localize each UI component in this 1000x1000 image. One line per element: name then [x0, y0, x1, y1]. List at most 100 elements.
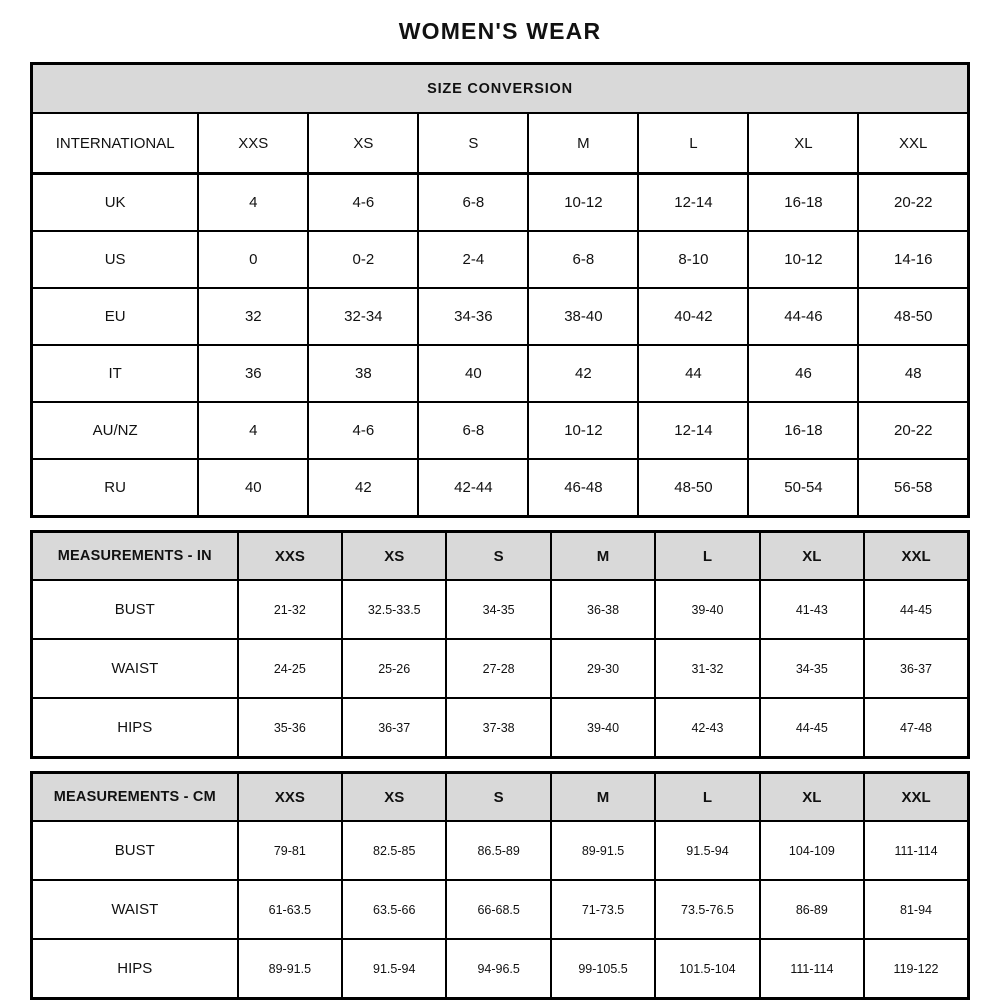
cell-hips-cm-xxl: 119-122: [863, 938, 970, 1000]
cell-hips-cm-m: 99-105.5: [549, 938, 657, 1000]
table-row-waist-in: WAIST 24-25 25-26 27-28 29-30 31-32 34-3…: [30, 638, 970, 699]
column-header-l: L: [637, 112, 750, 175]
cell-it-xs: 38: [307, 344, 420, 403]
cell-uk-xs: 4-6: [307, 172, 420, 232]
cell-hips-in-xl: 44-45: [758, 697, 866, 759]
cell-eu-l: 40-42: [637, 287, 750, 346]
cell-bust-in-xl: 41-43: [758, 579, 866, 640]
cell-hips-cm-l: 101.5-104: [654, 938, 761, 1000]
row-label-ru: RU: [30, 458, 200, 518]
cell-hips-in-l: 42-43: [654, 697, 761, 759]
cell-hips-in-m: 39-40: [549, 697, 657, 759]
cell-aunz-xxl: 20-22: [857, 401, 970, 460]
cell-waist-cm-s: 66-68.5: [445, 879, 552, 940]
cell-aunz-l: 12-14: [637, 401, 750, 460]
column-header-xs: XS: [307, 112, 420, 175]
table-row-hips-in: HIPS 35-36 36-37 37-38 39-40 42-43 44-45…: [30, 697, 970, 759]
cell-hips-cm-xxs: 89-91.5: [236, 938, 344, 1000]
cell-aunz-m: 10-12: [527, 401, 640, 460]
row-label-uk: UK: [30, 172, 200, 232]
cell-eu-m: 38-40: [527, 287, 640, 346]
cell-bust-in-xxs: 21-32: [236, 579, 344, 640]
in-size-header-m: M: [549, 530, 657, 581]
cell-it-xxs: 36: [197, 344, 310, 403]
table-row-aunz: AU/NZ 4 4-6 6-8 10-12 12-14 16-18 20-22: [30, 401, 970, 460]
measurements-cm-table: MEASUREMENTS - CM XXS XS S M L XL XXL BU…: [30, 771, 970, 1000]
cell-bust-in-l: 39-40: [654, 579, 761, 640]
cell-eu-s: 34-36: [417, 287, 530, 346]
cell-aunz-s: 6-8: [417, 401, 530, 460]
table-row-waist-cm: WAIST 61-63.5 63.5-66 66-68.5 71-73.5 73…: [30, 879, 970, 940]
cell-uk-l: 12-14: [637, 172, 750, 232]
cell-us-m: 6-8: [527, 230, 640, 289]
cell-waist-cm-m: 71-73.5: [549, 879, 657, 940]
measurements-in-table: MEASUREMENTS - IN XXS XS S M L XL XXL BU…: [30, 530, 970, 759]
column-header-s: S: [417, 112, 530, 175]
cell-ru-xxl: 56-58: [857, 458, 970, 518]
page-title: WOMEN'S WEAR: [398, 18, 602, 44]
column-header-xxs: XXS: [197, 112, 310, 175]
table-row-ru: RU 40 42 42-44 46-48 48-50 50-54 56-58: [30, 458, 970, 518]
size-conversion-columns-row: INTERNATIONAL XXS XS S M L XL XXL: [30, 112, 970, 175]
size-conversion-table: SIZE CONVERSION INTERNATIONAL XXS XS S M…: [30, 62, 970, 518]
cell-waist-cm-xxs: 61-63.5: [236, 879, 344, 940]
row-label-waist-cm: WAIST: [30, 879, 239, 940]
cell-bust-in-xxl: 44-45: [863, 579, 970, 640]
cell-bust-cm-xl: 104-109: [758, 820, 866, 881]
cm-size-header-m: M: [549, 771, 657, 822]
cell-uk-s: 6-8: [417, 172, 530, 232]
cm-size-header-l: L: [654, 771, 761, 822]
cell-uk-xxl: 20-22: [857, 172, 970, 232]
row-label-eu: EU: [30, 287, 200, 346]
cell-waist-cm-xl: 86-89: [758, 879, 866, 940]
cell-us-s: 2-4: [417, 230, 530, 289]
cell-it-m: 42: [527, 344, 640, 403]
cell-uk-xxs: 4: [197, 172, 310, 232]
cell-waist-cm-xxl: 81-94: [863, 879, 970, 940]
row-label-hips-cm: HIPS: [30, 938, 239, 1000]
cell-hips-cm-s: 94-96.5: [445, 938, 552, 1000]
cell-ru-xs: 42: [307, 458, 420, 518]
cell-waist-in-xxs: 24-25: [236, 638, 344, 699]
cell-waist-in-m: 29-30: [549, 638, 657, 699]
row-label-us: US: [30, 230, 200, 289]
row-label-aunz: AU/NZ: [30, 401, 200, 460]
in-size-header-l: L: [654, 530, 761, 581]
row-label-hips-in: HIPS: [30, 697, 239, 759]
cell-aunz-xs: 4-6: [307, 401, 420, 460]
cell-bust-cm-xxs: 79-81: [236, 820, 344, 881]
cell-waist-in-l: 31-32: [654, 638, 761, 699]
table-row-us: US 0 0-2 2-4 6-8 8-10 10-12 14-16: [30, 230, 970, 289]
cell-bust-in-m: 36-38: [549, 579, 657, 640]
cell-eu-xxs: 32: [197, 287, 310, 346]
cm-size-header-xxs: XXS: [236, 771, 344, 822]
cell-waist-in-xs: 25-26: [341, 638, 448, 699]
measurements-in-header-row: MEASUREMENTS - IN XXS XS S M L XL XXL: [30, 530, 970, 581]
cm-size-header-xl: XL: [758, 771, 866, 822]
cell-waist-in-xxl: 36-37: [863, 638, 970, 699]
cell-uk-m: 10-12: [527, 172, 640, 232]
cm-size-header-xxl: XXL: [863, 771, 970, 822]
row-label-waist-in: WAIST: [30, 638, 239, 699]
in-size-header-s: S: [445, 530, 552, 581]
cell-hips-in-xxl: 47-48: [863, 697, 970, 759]
cell-hips-in-xs: 36-37: [341, 697, 448, 759]
row-label-it: IT: [30, 344, 200, 403]
table-row-bust-cm: BUST 79-81 82.5-85 86.5-89 89-91.5 91.5-…: [30, 820, 970, 881]
cell-ru-l: 48-50: [637, 458, 750, 518]
column-header-international: INTERNATIONAL: [30, 112, 200, 175]
cell-eu-xs: 32-34: [307, 287, 420, 346]
cm-size-header-xs: XS: [341, 771, 448, 822]
cell-us-xs: 0-2: [307, 230, 420, 289]
cell-ru-s: 42-44: [417, 458, 530, 518]
cell-waist-in-s: 27-28: [445, 638, 552, 699]
cell-hips-in-s: 37-38: [445, 697, 552, 759]
cell-hips-cm-xs: 91.5-94: [341, 938, 448, 1000]
row-label-bust-cm: BUST: [30, 820, 239, 881]
cell-ru-m: 46-48: [527, 458, 640, 518]
cell-us-l: 8-10: [637, 230, 750, 289]
cell-it-xxl: 48: [857, 344, 970, 403]
cell-waist-cm-l: 73.5-76.5: [654, 879, 761, 940]
measurements-in-header: MEASUREMENTS - IN: [30, 530, 239, 581]
column-header-xl: XL: [747, 112, 860, 175]
